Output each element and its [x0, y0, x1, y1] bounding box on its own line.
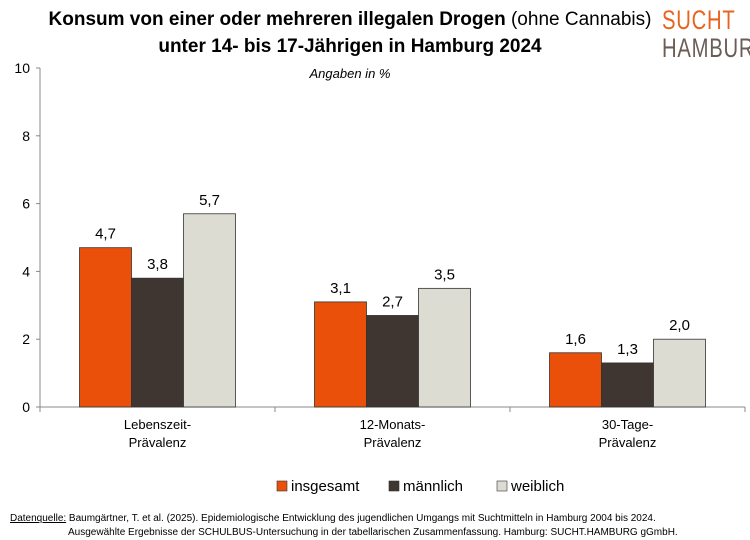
category-label: 12-Monats-	[360, 417, 426, 432]
chart-subtitle: Angaben in %	[309, 66, 391, 81]
legend-swatch	[276, 480, 288, 492]
y-tick-label: 0	[22, 399, 30, 415]
data-label: 3,1	[330, 280, 351, 297]
y-tick-label: 8	[22, 128, 30, 144]
bar-insgesamt	[314, 301, 367, 408]
legend-swatch	[496, 480, 508, 492]
bar-männlich	[366, 315, 419, 408]
y-tick-label: 2	[22, 331, 30, 347]
legend-label: insgesamt	[291, 478, 360, 495]
bar-insgesamt	[549, 352, 602, 408]
bar-weiblich	[183, 213, 236, 408]
data-label: 4,7	[95, 226, 116, 243]
chart-title-line2: unter 14- bis 17-Jährigen in Hamburg 202…	[158, 36, 542, 57]
sucht-hamburg-logo: SUCHTHAMBURG	[662, 5, 750, 63]
data-label: 1,3	[617, 341, 638, 358]
y-tick-label: 6	[22, 196, 30, 212]
chart-title: Konsum von einer oder mehreren illegalen…	[48, 9, 652, 30]
bar-weiblich	[418, 287, 471, 408]
category-label: Prävalenz	[364, 435, 422, 450]
bar-männlich	[131, 277, 184, 408]
data-label: 2,7	[382, 293, 403, 310]
data-label: 1,6	[565, 331, 586, 348]
bar-weiblich	[653, 338, 706, 408]
y-tick-label: 4	[22, 263, 30, 279]
legend-label: weiblich	[510, 478, 564, 495]
data-label: 2,0	[669, 317, 690, 334]
bar-männlich	[601, 362, 654, 408]
data-label: 3,5	[434, 266, 455, 283]
data-label: 3,8	[147, 256, 168, 273]
category-label: 30-Tage-	[602, 417, 653, 432]
category-label: Prävalenz	[599, 435, 657, 450]
data-label: 5,7	[199, 192, 220, 209]
legend-swatch	[388, 480, 400, 492]
source-note: Datenquelle: Baumgärtner, T. et al. (202…	[10, 513, 678, 538]
category-label: Lebenszeit-	[124, 417, 191, 432]
y-tick-label: 10	[14, 60, 30, 76]
bar-insgesamt	[79, 247, 132, 408]
legend-label: männlich	[403, 478, 463, 495]
category-label: Prävalenz	[129, 435, 187, 450]
